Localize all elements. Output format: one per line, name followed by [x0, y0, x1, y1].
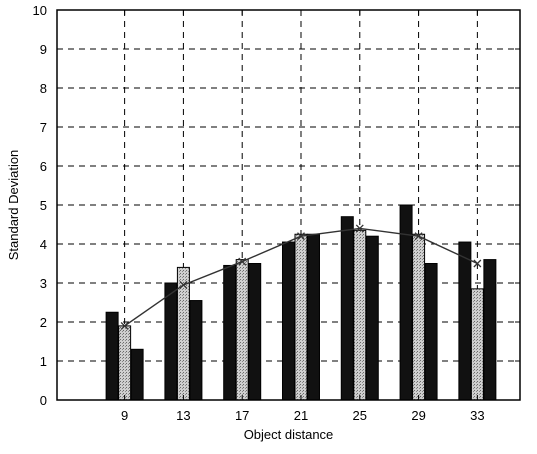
- bar-series-1: [105, 311, 119, 401]
- x-tick-label: 25: [353, 408, 367, 423]
- line-marker: [355, 224, 364, 233]
- bar-series-1: [281, 241, 295, 401]
- bar-series-3: [189, 300, 203, 401]
- line-marker: [414, 232, 423, 241]
- bar-series-3: [248, 263, 262, 401]
- line-marker: [120, 321, 129, 330]
- y-tick-label: 2: [40, 315, 47, 330]
- line-marker: [297, 232, 305, 241]
- line-marker: [473, 259, 482, 268]
- axes: 0 1 2 3 4 5 6 7 8 9 10 9 13 17 21 25 29 33: [33, 3, 521, 423]
- axis-labels: Object distance Standard Deviation: [6, 150, 333, 442]
- y-tick-label: 10: [33, 3, 47, 18]
- y-tick-label: 8: [40, 81, 47, 96]
- line-marker: [179, 280, 188, 289]
- y-axis-label: Standard Deviation: [6, 150, 21, 261]
- x-axis-label: Object distance: [244, 427, 334, 442]
- bar-series-3: [130, 348, 144, 401]
- bar-series-1: [164, 282, 178, 401]
- y-tick-label: 6: [40, 159, 47, 174]
- mean-line: [120, 224, 482, 330]
- y-tick-label: 9: [40, 42, 47, 57]
- x-tick-label: 33: [470, 408, 484, 423]
- bar-series-2: [294, 233, 308, 401]
- x-tick-label: 29: [411, 408, 425, 423]
- bar-series-2: [235, 259, 249, 401]
- bar-series-3: [365, 235, 379, 401]
- y-tick-label: 1: [40, 354, 47, 369]
- bar-series-2: [118, 325, 132, 401]
- bar-series-3: [306, 233, 320, 401]
- y-tick-label: 4: [40, 237, 47, 252]
- bar-series-3: [424, 263, 438, 401]
- x-tick-label: 21: [294, 408, 308, 423]
- y-tick-label: 3: [40, 276, 47, 291]
- y-tick-label: 7: [40, 120, 47, 135]
- bar-series-3: [483, 259, 497, 401]
- bar-series-1: [458, 241, 472, 401]
- y-tick-label: 0: [40, 393, 47, 408]
- bar-series-2: [412, 233, 426, 401]
- bar-series-1: [223, 264, 237, 401]
- plot-frame: [56, 9, 521, 401]
- bar-series-2: [353, 229, 367, 401]
- x-tick-label: 9: [121, 408, 128, 423]
- x-tick-label: 13: [176, 408, 190, 423]
- y-tick-label: 5: [40, 198, 47, 213]
- bar-series-1: [340, 216, 354, 401]
- x-tick-label: 17: [235, 408, 249, 423]
- line-marker: [238, 257, 247, 266]
- bar-series-2: [470, 288, 484, 401]
- bars: [105, 204, 497, 401]
